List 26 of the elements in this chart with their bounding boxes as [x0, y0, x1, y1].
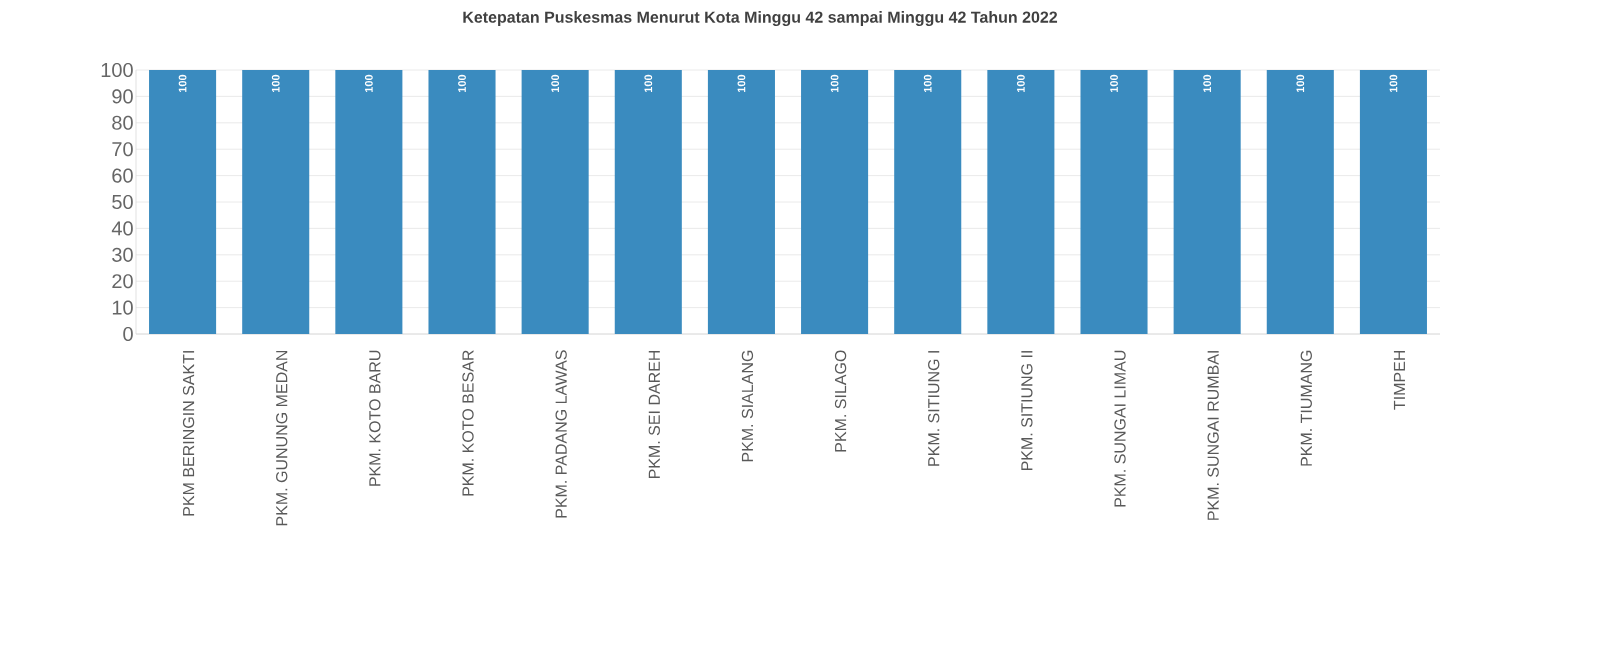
x-tick-label: PKM. SUNGAI LIMAU	[1114, 350, 1126, 507]
x-tick-label: PKM. SITIUNG I	[928, 351, 940, 466]
x-tick-label: PKM. PADANG LAWAS	[555, 350, 567, 518]
x-tick-label: PKM. SITIUNG II	[1021, 351, 1033, 471]
x-tick-label: PKM. SILAGO	[834, 350, 847, 452]
x-tick-label: PKM. TIUMANG	[1300, 350, 1312, 466]
x-tick-label: PKM. KOTO BARU	[369, 350, 381, 486]
x-tick-label: PKM. GUNUNG MEDAN	[276, 350, 288, 526]
chart-title: Ketepatan Puskesmas Menurut Kota Minggu 42 sampai Minggu 42 Tahun 2022	[463, 11, 1058, 27]
x-tick-label: PKM. SUNGAI RUMBAI	[1207, 351, 1219, 520]
y-tick-label: 30	[112, 247, 133, 262]
y-tick-label: 20	[112, 274, 133, 289]
y-tick-label: 0	[123, 326, 133, 342]
y-tick-label: 80	[112, 115, 133, 130]
y-tick-label: 40	[111, 221, 133, 236]
y-tick-label: 50	[112, 194, 133, 210]
y-tick-label: 10	[112, 300, 133, 315]
x-tick-label: PKM. SEI DAREH	[648, 350, 660, 479]
x-tick-label: PKM. KOTO BESAR	[462, 350, 474, 496]
y-tick-label: 100	[101, 62, 133, 78]
y-tick-label: 60	[112, 168, 133, 183]
x-tick-label: PKM. SIALANG	[741, 350, 754, 462]
y-tick-label: 90	[112, 89, 133, 104]
x-tick-label: TIMPEH	[1393, 350, 1405, 410]
y-tick-label: 70	[112, 142, 133, 157]
x-tick-label: PKM BERINGIN SAKTI	[182, 351, 195, 516]
